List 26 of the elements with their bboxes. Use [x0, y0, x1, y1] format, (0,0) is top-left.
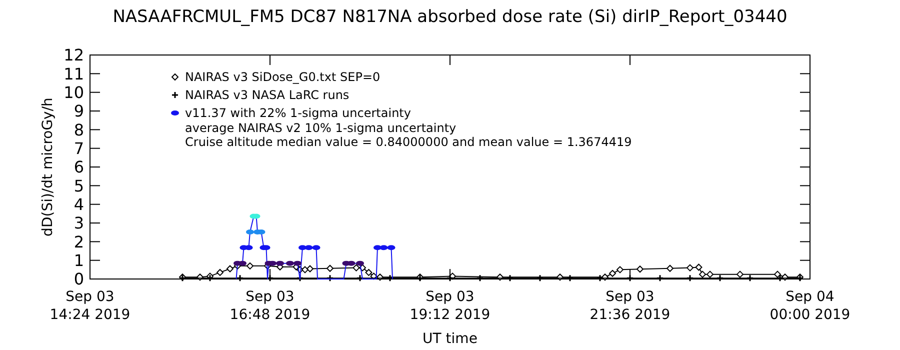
y-tick-label: 9 — [74, 102, 84, 121]
y-axis-title: dD(Si)/dt microGy/h — [40, 98, 56, 236]
y-tick-label: 3 — [74, 214, 84, 233]
x-tick-label: Sep 03 14:24 2019 — [50, 289, 130, 323]
x-tick-label: Sep 04 00:00 2019 — [770, 289, 850, 323]
y-tick-label: 10 — [64, 82, 84, 102]
y-tick-label: 7 — [74, 138, 84, 158]
x-tick-label: Sep 03 19:12 2019 — [410, 289, 490, 323]
y-tick-label: 1 — [74, 250, 84, 270]
y-tick-label: 8 — [74, 120, 84, 140]
chart-title: NASAAFRCMUL_FM5 DC87 N817NA absorbed dose rate (Si) dirIP_Report_03440 — [112, 7, 788, 27]
annotation: Cruise altitude median value = 0.84000000 and mean value = 1.3674419 — [185, 135, 632, 150]
legend-label: v11.37 with 22% 1-sigma uncertainty — [185, 106, 411, 120]
y-tick-label: 12 — [64, 46, 84, 65]
x-tick-label: Sep 03 21:36 2019 — [590, 289, 670, 323]
y-tick-label: 4 — [74, 194, 84, 214]
y-tick-label: 2 — [74, 232, 84, 252]
annotation: average NAIRAS v2 10% 1-sigma uncertainty — [185, 121, 456, 136]
y-tick-label: 11 — [64, 64, 84, 84]
x-tick-label: Sep 03 16:48 2019 — [230, 289, 310, 323]
y-tick-label: 5 — [74, 176, 84, 196]
y-tick-label: 0 — [74, 270, 84, 289]
legend-label: NAIRAS v3 SiDose_G0.txt SEP=0 — [185, 70, 380, 84]
legend-label: NAIRAS v3 NASA LaRC runs — [185, 88, 350, 102]
x-axis-title: UT time — [422, 331, 478, 347]
y-tick-label: 6 — [74, 158, 84, 177]
